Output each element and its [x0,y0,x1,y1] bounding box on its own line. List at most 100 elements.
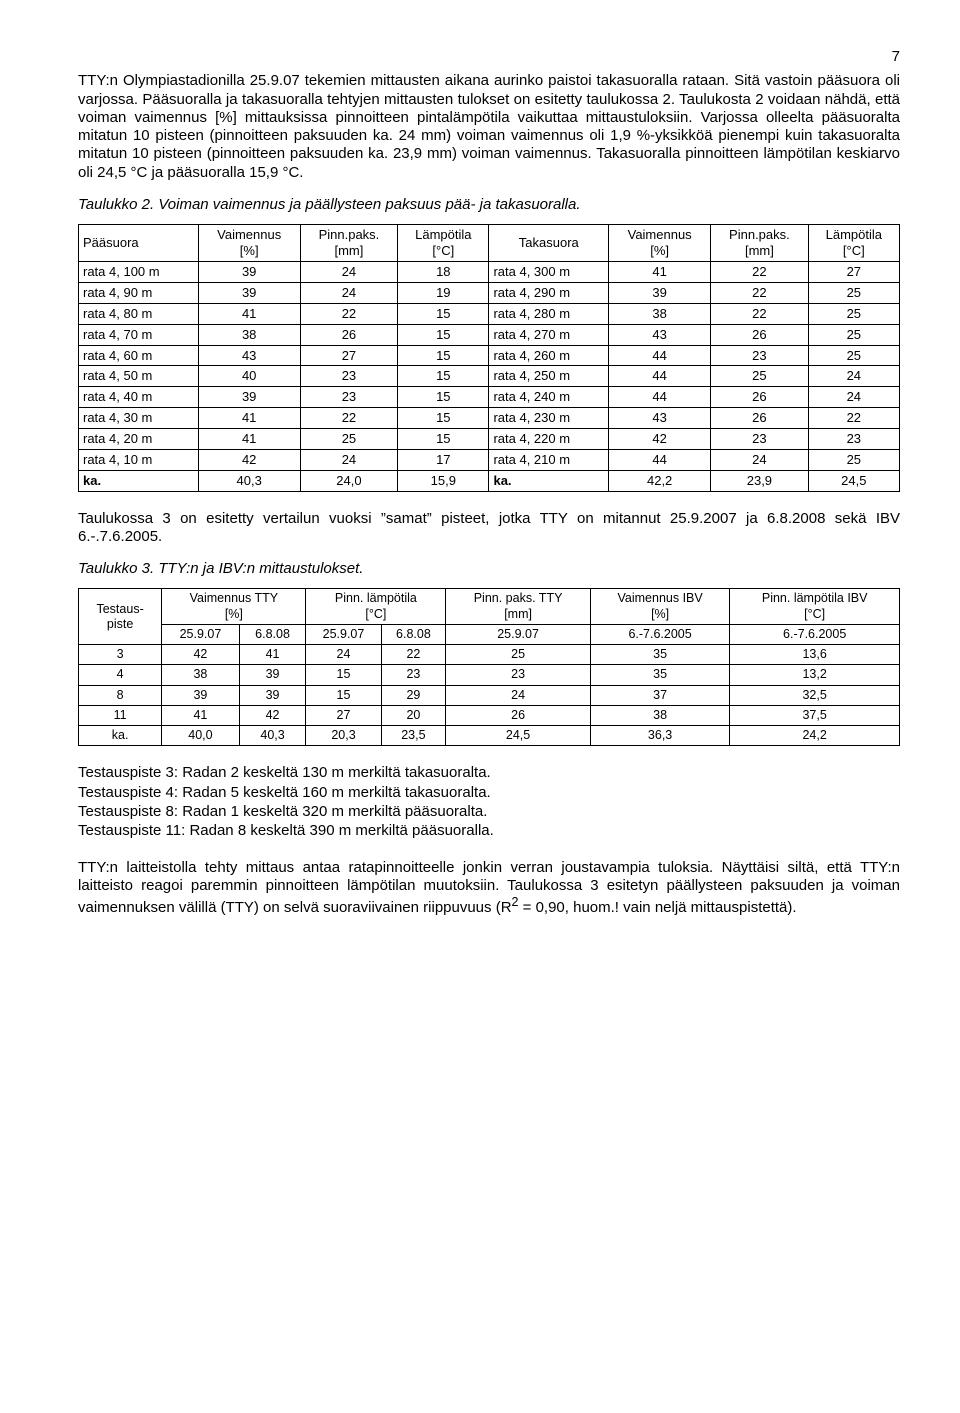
table-cell: rata 4, 220 m [489,428,609,449]
t2-h0: Pääsuora [79,225,199,262]
note-0: Testauspiste 3: Radan 2 keskeltä 130 m m… [78,764,900,782]
table-cell: 23 [300,387,397,408]
table-cell: 15 [398,428,489,449]
table-cell: 24,5 [808,470,899,491]
t3-h1-1: Vaimennus TTY[%] [162,589,306,625]
table-cell: 24 [808,387,899,408]
t3-h1-4: Vaimennus IBV[%] [590,589,729,625]
table-cell: rata 4, 290 m [489,282,609,303]
table-cell: 15 [398,387,489,408]
table-cell: 15 [398,324,489,345]
table-cell: 42 [162,645,239,665]
table3-caption: Taulukko 3. TTY:n ja IBV:n mittaustuloks… [78,560,900,578]
table2-caption: Taulukko 2. Voiman vaimennus ja päällyst… [78,196,900,214]
table-cell: 15 [306,665,381,685]
table-cell: rata 4, 40 m [79,387,199,408]
table-cell: 24 [808,366,899,387]
table-cell: 4 [79,665,162,685]
table-row: rata 4, 90 m392419rata 4, 290 m392225 [79,282,900,303]
table-cell: 38 [590,705,729,725]
table-cell: 26 [446,705,591,725]
table-cell: 24 [300,449,397,470]
table-cell: rata 4, 260 m [489,345,609,366]
table-cell: 25 [446,645,591,665]
table-cell: 41 [198,408,300,429]
t2-h5: Vaimennus[%] [609,225,711,262]
table-cell: 43 [609,408,711,429]
table-cell: 40,3 [198,470,300,491]
table-cell: 39 [239,685,306,705]
table-cell: 22 [381,645,446,665]
table-cell: 25 [808,303,899,324]
table-row: rata 4, 80 m412215rata 4, 280 m382225 [79,303,900,324]
t3-h2-0: 25.9.07 [162,624,239,644]
paragraph-3: TTY:n laitteistolla tehty mittaus antaa … [78,859,900,918]
table-cell: ka. [79,726,162,746]
table-cell: 22 [808,408,899,429]
table-cell: 38 [609,303,711,324]
table-cell: 41 [198,428,300,449]
table-row: 839391529243732,5 [79,685,900,705]
table-cell: 24,2 [730,726,900,746]
table3-header-row2: 25.9.07 6.8.08 25.9.07 6.8.08 25.9.07 6.… [79,624,900,644]
table-cell: 22 [300,303,397,324]
t2-h6: Pinn.paks.[mm] [711,225,808,262]
table-cell: 41 [198,303,300,324]
table2-header-row: Pääsuora Vaimennus[%] Pinn.paks.[mm] Läm… [79,225,900,262]
table-row: rata 4, 40 m392315rata 4, 240 m442624 [79,387,900,408]
table-cell: rata 4, 300 m [489,262,609,283]
table-cell: 39 [198,262,300,283]
table-cell: 43 [198,345,300,366]
table-cell: rata 4, 240 m [489,387,609,408]
table-cell: 22 [711,303,808,324]
table-cell: rata 4, 210 m [489,449,609,470]
table-row: ka.40,324,015,9ka.42,223,924,5 [79,470,900,491]
table-row: 438391523233513,2 [79,665,900,685]
para3-part2: = 0,90, huom.! vain neljä mittauspistett… [518,899,796,916]
table-cell: 8 [79,685,162,705]
table-cell: 37 [590,685,729,705]
table-cell: rata 4, 20 m [79,428,199,449]
table-cell: 37,5 [730,705,900,725]
t3-h2-6: 6.-7.6.2005 [730,624,900,644]
table-cell: ka. [489,470,609,491]
table-cell: 24 [711,449,808,470]
table-cell: 39 [162,685,239,705]
table-cell: 15,9 [398,470,489,491]
table-cell: 27 [300,345,397,366]
table-cell: 27 [306,705,381,725]
table-cell: 42,2 [609,470,711,491]
table-cell: 15 [398,303,489,324]
table-cell: 29 [381,685,446,705]
table-cell: 25 [808,345,899,366]
table-cell: 42 [239,705,306,725]
paragraph-2: Taulukossa 3 on esitetty vertailun vuoks… [78,510,900,547]
table-cell: 23 [711,345,808,366]
table-cell: 23 [808,428,899,449]
t2-h1: Vaimennus[%] [198,225,300,262]
table-cell: 42 [198,449,300,470]
table-cell: rata 4, 80 m [79,303,199,324]
table-cell: 24,5 [446,726,591,746]
table-cell: 25 [300,428,397,449]
table3-header-row1: Testaus-piste Vaimennus TTY[%] Pinn. läm… [79,589,900,625]
table-3: Testaus-piste Vaimennus TTY[%] Pinn. läm… [78,588,900,746]
table-row: rata 4, 30 m412215rata 4, 230 m432622 [79,408,900,429]
table-cell: 41 [239,645,306,665]
table-cell: 38 [198,324,300,345]
table-cell: 25 [808,324,899,345]
table-row: 1141422720263837,5 [79,705,900,725]
table-cell: 3 [79,645,162,665]
table-cell: 40 [198,366,300,387]
table-cell: 39 [198,282,300,303]
table-cell: 26 [711,408,808,429]
t2-h4: Takasuora [489,225,609,262]
note-1: Testauspiste 4: Radan 5 keskeltä 160 m m… [78,784,900,802]
table-cell: 40,0 [162,726,239,746]
table-cell: rata 4, 30 m [79,408,199,429]
table-row: rata 4, 70 m382615rata 4, 270 m432625 [79,324,900,345]
table-row: rata 4, 20 m412515rata 4, 220 m422323 [79,428,900,449]
table-row: rata 4, 10 m422417rata 4, 210 m442425 [79,449,900,470]
table-cell: 39 [198,387,300,408]
t2-h3: Lämpötila[°C] [398,225,489,262]
